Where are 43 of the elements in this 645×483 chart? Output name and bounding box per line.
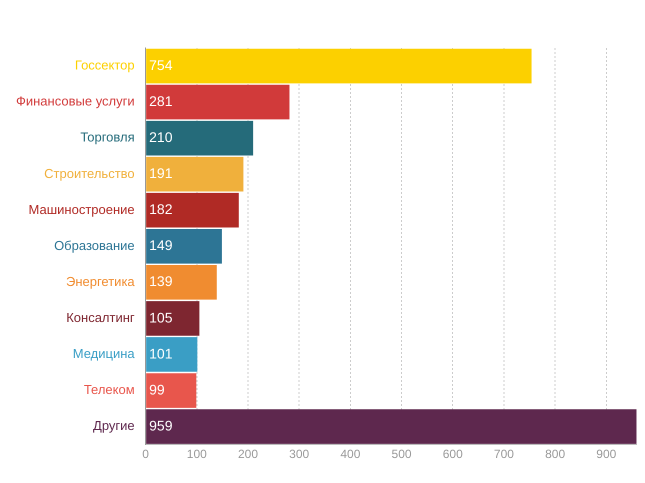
x-tick-label: 100 (186, 447, 208, 462)
data-label: 182 (149, 201, 173, 218)
data-label: 191 (149, 165, 173, 182)
bar (146, 228, 222, 264)
y-tick-label: Торговля (80, 130, 135, 145)
bar (146, 156, 244, 192)
x-tick-label: 500 (392, 447, 412, 462)
y-tick-label: Финансовые услуги (16, 94, 135, 109)
bar (146, 301, 200, 336)
data-label: 281 (149, 92, 173, 109)
data-label: 149 (149, 237, 173, 254)
y-tick-label: Консалтинг (66, 310, 135, 325)
bar (146, 84, 290, 120)
data-label: 139 (149, 273, 173, 290)
y-tick-label: Медицина (72, 346, 136, 362)
x-tick-label: 900 (596, 447, 617, 462)
y-tick-label: Госсектор (74, 58, 135, 73)
y-tick-label: Телеком (84, 382, 135, 398)
data-label: 105 (149, 309, 173, 326)
y-tick-label: Машиностроение (28, 202, 135, 217)
bar (146, 373, 196, 408)
y-tick-label: Образование (54, 238, 135, 253)
y-tick-label: Строительство (44, 166, 135, 181)
data-label: 101 (149, 345, 173, 362)
bar (146, 120, 254, 156)
x-tick-label: 700 (494, 447, 514, 462)
bar (146, 48, 532, 84)
x-tick-label: 800 (545, 447, 566, 462)
x-tick-label: 0 (142, 447, 150, 462)
bar (146, 409, 636, 444)
x-tick-label: 200 (238, 447, 258, 462)
x-tick-label: 600 (442, 447, 464, 462)
data-label: 99 (149, 381, 165, 398)
data-label: 754 (149, 56, 173, 73)
bar (146, 192, 239, 228)
data-label: 210 (149, 128, 173, 145)
data-label: 959 (149, 417, 173, 434)
y-tick-label: Энергетика (66, 274, 136, 289)
x-tick-label: 400 (340, 447, 361, 462)
x-tick-label: 300 (289, 447, 310, 462)
y-tick-label: Другие (93, 418, 135, 434)
bar (146, 265, 217, 300)
bar (146, 337, 198, 372)
